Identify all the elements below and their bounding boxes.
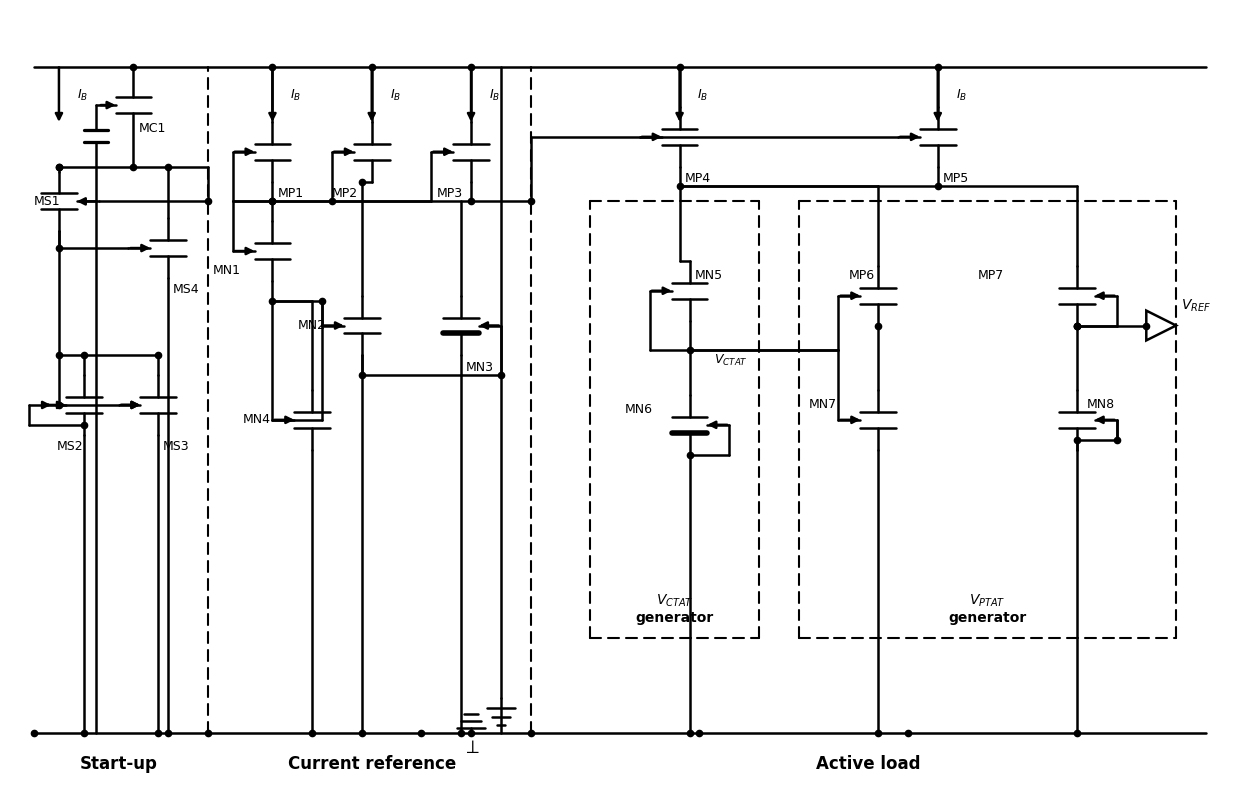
Text: $V_{PTAT}$
generator: $V_{PTAT}$ generator [949,592,1027,625]
Text: MP2: MP2 [332,187,358,200]
Text: MP5: MP5 [942,172,968,185]
Text: MN7: MN7 [808,398,837,412]
Text: MS4: MS4 [174,283,200,297]
Text: MP4: MP4 [684,172,711,185]
Text: MS3: MS3 [164,440,190,453]
Text: MS2: MS2 [57,440,83,453]
Text: $V_{CTAT}$
generator: $V_{CTAT}$ generator [635,592,714,625]
Text: MP3: MP3 [436,187,463,200]
Text: MN2: MN2 [298,319,325,332]
Text: $I_B$: $I_B$ [77,87,88,103]
Text: MP6: MP6 [848,270,874,282]
Text: $\perp$: $\perp$ [461,738,480,757]
Text: MP7: MP7 [977,270,1003,282]
Text: $I_B$: $I_B$ [697,87,708,103]
Text: $I_B$: $I_B$ [489,87,500,103]
Text: MN3: MN3 [466,361,494,374]
Text: $I_B$: $I_B$ [290,87,301,103]
Text: $V_{REF}$: $V_{REF}$ [1180,297,1211,314]
Text: Current reference: Current reference [288,755,456,774]
Text: Start-up: Start-up [79,755,157,774]
Text: MN1: MN1 [213,265,241,277]
Text: MN5: MN5 [694,270,723,282]
Text: MP1: MP1 [278,187,304,200]
Text: Active load: Active load [816,755,920,774]
Text: $I_B$: $I_B$ [956,87,967,103]
Text: MS1: MS1 [35,195,61,207]
Text: $I_B$: $I_B$ [389,87,401,103]
Text: MN6: MN6 [625,403,653,417]
Text: MC1: MC1 [139,122,166,135]
Text: MN8: MN8 [1086,398,1115,412]
Text: MN4: MN4 [243,413,270,426]
Text: $V_{CTAT}$: $V_{CTAT}$ [714,353,748,368]
